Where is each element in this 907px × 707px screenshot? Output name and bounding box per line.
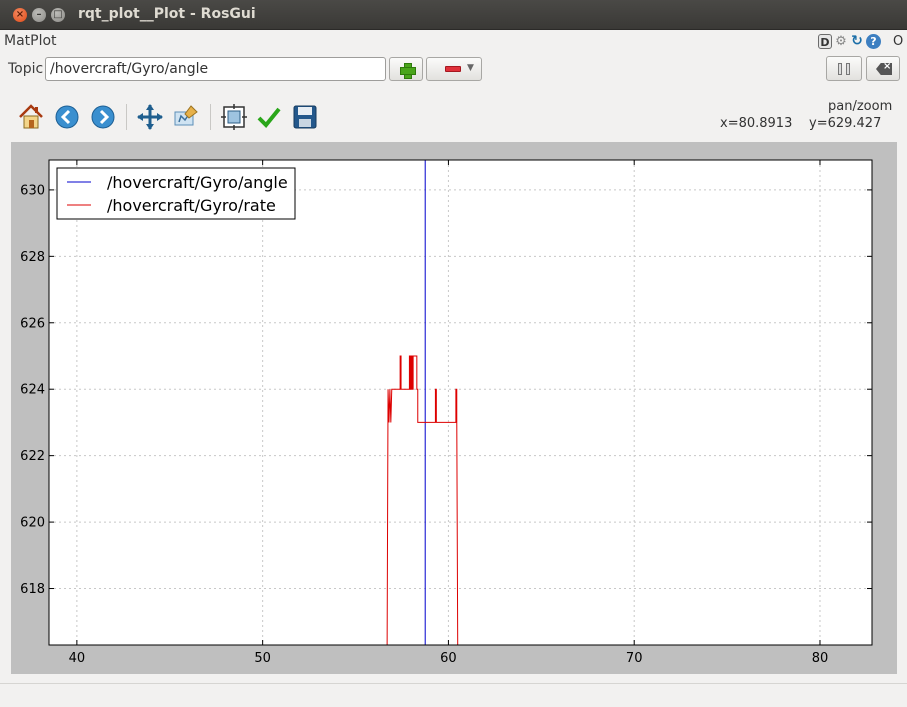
zoom-icon[interactable] (171, 102, 201, 132)
save-icon[interactable] (290, 102, 320, 132)
plugin-title: MatPlot (4, 33, 57, 49)
cursor-x-readout: x=80.8913 (720, 116, 793, 131)
y-tick-label: 628 (20, 250, 45, 265)
reload-icon[interactable]: ↻ (851, 33, 863, 49)
x-tick-label: 50 (254, 651, 271, 666)
plus-icon (400, 63, 416, 79)
subplots-icon[interactable] (219, 102, 249, 132)
gear-icon[interactable]: ⚙ (835, 34, 847, 49)
topic-input[interactable] (45, 57, 386, 81)
y-tick-label: 622 (20, 449, 45, 464)
cursor-y-readout: y=629.427 (809, 116, 882, 131)
x-tick-label: 40 (69, 651, 86, 666)
dock-icon[interactable]: D (818, 34, 832, 49)
add-topic-button[interactable] (389, 57, 423, 81)
chevron-down-icon: ▼ (467, 63, 474, 73)
plot-chart[interactable]: 40 50 60 70 80 618 620 622 624 626 628 630/hovercra… (11, 142, 897, 674)
minus-icon (445, 66, 461, 72)
legend-label: /hovercraft/Gyro/rate (107, 196, 276, 215)
x-tick-label: 60 (440, 651, 457, 666)
forward-icon[interactable] (88, 102, 118, 132)
clear-icon (876, 63, 892, 75)
pause-icon (838, 63, 842, 75)
y-tick-label: 626 (20, 316, 45, 331)
help-icon[interactable]: ? (866, 34, 881, 49)
y-tick-label: 620 (20, 516, 45, 531)
toolbar-separator (126, 104, 127, 130)
status-bar (0, 683, 907, 707)
toolbar-separator (210, 104, 211, 130)
window-titlebar: × – □ rqt_plot__Plot - RosGui (0, 0, 907, 30)
plot-area (49, 160, 872, 645)
series-line-1 (386, 355, 459, 645)
home-icon[interactable] (16, 102, 46, 132)
window-close-button[interactable]: × (13, 8, 27, 22)
legend-label: /hovercraft/Gyro/angle (107, 173, 288, 192)
topic-label: Topic (8, 61, 44, 77)
x-tick-label: 70 (626, 651, 643, 666)
legend-box (56, 167, 296, 220)
pause-button[interactable] (826, 56, 862, 81)
y-tick-label: 630 (20, 183, 45, 198)
pan-icon[interactable] (135, 102, 165, 132)
y-tick-label: 624 (20, 383, 45, 398)
window-title: rqt_plot__Plot - RosGui (78, 6, 256, 22)
pause-icon (846, 63, 850, 75)
navigation-mode: pan/zoom (828, 99, 893, 114)
window-minimize-button[interactable]: – (32, 8, 46, 22)
plugin-close-button[interactable]: O (893, 34, 904, 49)
plot-figure[interactable]: 40 50 60 70 80 618 620 622 624 626 628 630/hovercra… (11, 142, 897, 674)
clear-x-icon: × (883, 61, 892, 72)
axes-frame (48, 159, 873, 646)
x-tick-label: 80 (812, 651, 829, 666)
y-tick-label: 618 (20, 582, 45, 597)
edit-curves-icon[interactable] (254, 102, 284, 132)
window-maximize-button[interactable]: □ (51, 8, 65, 22)
remove-topic-button[interactable]: ▼ (426, 57, 482, 81)
back-icon[interactable] (52, 102, 82, 132)
clear-button[interactable]: × (866, 56, 900, 81)
